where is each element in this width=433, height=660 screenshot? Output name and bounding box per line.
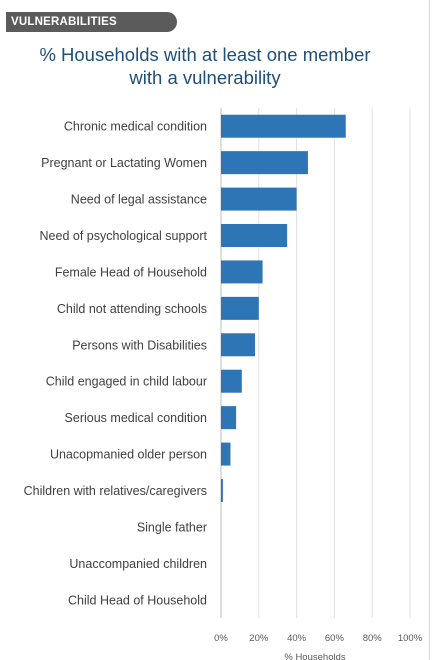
bar xyxy=(221,187,297,211)
category-label: Unacopmanied older person xyxy=(50,448,207,462)
category-label: Child engaged in child labour xyxy=(46,375,207,389)
x-tick-label: 100% xyxy=(398,633,423,644)
bar xyxy=(221,151,308,175)
category-label: Chronic medical condition xyxy=(64,120,207,134)
category-label: Serious medical condition xyxy=(65,411,207,425)
chart-title: % Households with at least one member wi… xyxy=(0,43,410,89)
category-label: Child not attending schools xyxy=(57,302,207,316)
bar xyxy=(221,406,237,430)
bar xyxy=(221,224,288,247)
category-label: Need of legal assistance xyxy=(71,193,207,207)
x-tick-label: 20% xyxy=(249,633,269,644)
bar xyxy=(221,260,263,284)
bar xyxy=(221,369,242,393)
category-label: Need of psychological support xyxy=(40,229,208,243)
chart-title-line-1: % Households with at least one member xyxy=(39,44,371,65)
category-label: Female Head of Household xyxy=(55,265,207,279)
category-label: Unaccompanied children xyxy=(69,557,207,571)
x-tick-label: 40% xyxy=(287,633,307,644)
category-label: Pregnant or Lactating Women xyxy=(41,156,207,170)
bars xyxy=(221,114,346,502)
x-tick-label: 0% xyxy=(214,633,228,644)
category-label: Children with relatives/caregivers xyxy=(24,484,207,498)
x-tick-label: 60% xyxy=(325,633,345,644)
panel-right-border xyxy=(429,0,430,660)
x-tick-label: 80% xyxy=(363,633,383,644)
bar xyxy=(221,442,231,466)
chart-title-line-2: with a vulnerability xyxy=(129,67,281,88)
bar xyxy=(221,479,223,502)
bar xyxy=(221,296,259,320)
category-label: Single father xyxy=(137,520,207,534)
category-label: Persons with Disabilities xyxy=(72,338,207,352)
x-tick-labels: 0% 20% 40% 60% 80% 100% xyxy=(214,633,423,644)
category-label: Child Head of Household xyxy=(68,593,207,607)
gridlines xyxy=(220,108,411,618)
bar xyxy=(221,333,256,357)
x-axis-title: % Households xyxy=(284,652,346,660)
category-labels: Chronic medical condition Pregnant or Lac… xyxy=(24,120,208,608)
bar xyxy=(221,114,346,138)
section-tab: VULNERABILITIES xyxy=(6,12,177,32)
